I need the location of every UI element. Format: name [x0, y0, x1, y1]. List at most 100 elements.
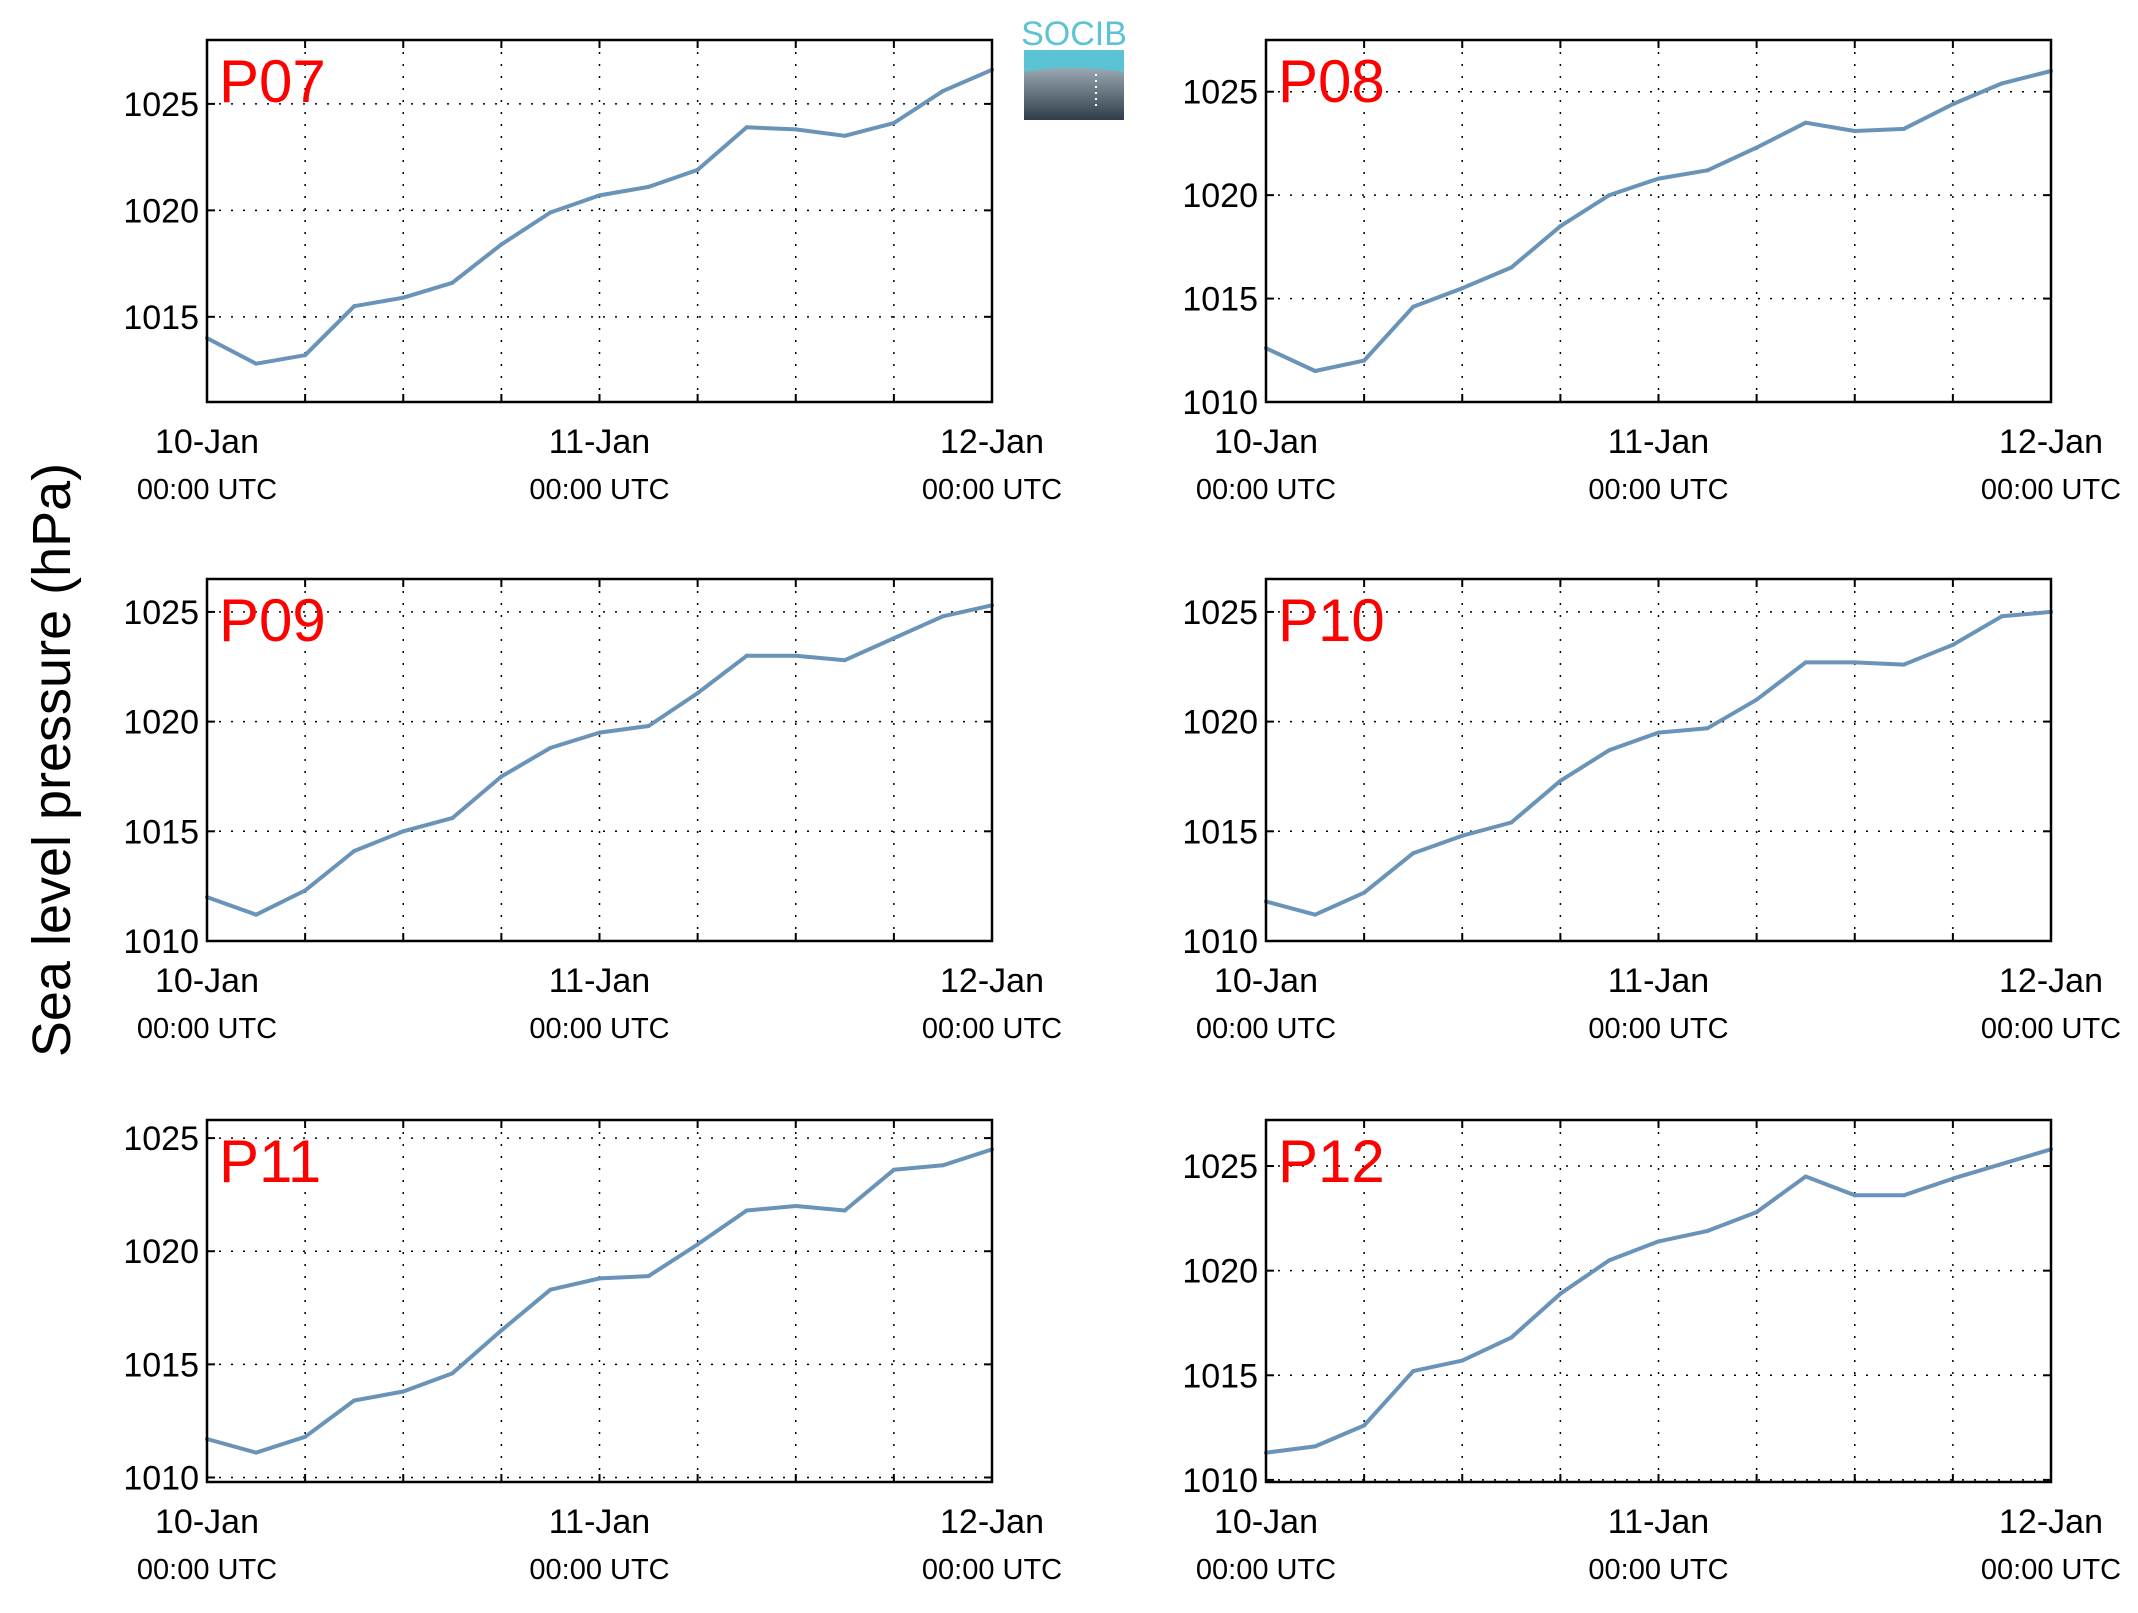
data-point [1950, 1176, 1955, 1181]
x-tick-label-time: 00:00 UTC [922, 1554, 1062, 1586]
panel-p11: 1010 1015 1020 1025 P11 10-Jan 00:00 UTC 11-Jan… [123, 1118, 1062, 1586]
data-point [401, 829, 406, 834]
x-tick-label-time: 00:00 UTC [1588, 1554, 1728, 1586]
data-point [1656, 730, 1661, 735]
data-point [597, 1276, 602, 1281]
panel-label: P09 [219, 587, 326, 654]
data-point [254, 1450, 259, 1455]
y-tick-label: 1025 [1182, 1148, 1258, 1186]
data-point [842, 1208, 847, 1213]
data-point [1411, 1369, 1416, 1374]
data-point [842, 133, 847, 138]
y-tick-label: 1020 [123, 192, 199, 230]
x-tick-label-day: 12-Jan [940, 423, 1044, 461]
panel-p10: 1010 1015 1020 1025 P10 10-Jan 00:00 UTC 11-Jan… [1182, 577, 2121, 1045]
panel-label: P10 [1278, 587, 1385, 654]
x-tick-label-day: 11-Jan [549, 962, 650, 1000]
y-tick-label: 1015 [1182, 813, 1258, 851]
data-point [1411, 304, 1416, 309]
y-tick-label: 1020 [123, 1233, 199, 1271]
plot-frame [205, 38, 994, 404]
x-tick-label-time: 00:00 UTC [1196, 1013, 1336, 1045]
x-tick-label-day: 12-Jan [940, 1503, 1044, 1541]
y-tick-label: 1015 [123, 813, 199, 851]
data-point [1950, 102, 1955, 107]
data-point [1509, 820, 1514, 825]
x-tick-label-day: 12-Jan [940, 962, 1044, 1000]
data-point [793, 127, 798, 132]
data-point [1705, 726, 1710, 731]
x-tick-label-day: 12-Jan [1999, 423, 2103, 461]
y-tick-label: 1010 [123, 1459, 199, 1497]
logo-wave [1024, 68, 1124, 120]
x-tick-label-day: 10-Jan [155, 423, 259, 461]
y-tick-label: 1025 [1182, 594, 1258, 632]
data-point [744, 653, 749, 658]
data-point [1656, 176, 1661, 181]
y-tick-label: 1025 [123, 594, 199, 632]
data-point [1999, 1161, 2004, 1166]
data-point [499, 242, 504, 247]
socib-logo: SOCIB [1021, 15, 1127, 120]
panel-label: P12 [1278, 1128, 1385, 1195]
y-tick-label: 1010 [1182, 384, 1258, 422]
data-point [1362, 358, 1367, 363]
x-tick-label-time: 00:00 UTC [1981, 1013, 2121, 1045]
data-point [940, 1163, 945, 1168]
y-tick-label: 1015 [123, 1346, 199, 1384]
y-tick-label: 1025 [123, 1120, 199, 1158]
x-tick-label-day: 11-Jan [549, 1503, 650, 1541]
data-point [499, 1328, 504, 1333]
y-tick-label: 1015 [1182, 1357, 1258, 1395]
data-point [1705, 1228, 1710, 1233]
panels: 1015 1020 1025 P07 10-Jan 00:00 UTC 11-Jan 00:0… [123, 38, 2121, 1586]
data-point [1460, 833, 1465, 838]
plot-frame [205, 1118, 994, 1484]
data-point [1852, 129, 1857, 134]
data-point [1901, 126, 1906, 131]
x-tick-label-day: 10-Jan [1214, 962, 1318, 1000]
data-point [1901, 1193, 1906, 1198]
data-point [1460, 1358, 1465, 1363]
panel-p08: 1010 1015 1020 1025 P08 10-Jan 00:00 UTC 11-Jan… [1182, 38, 2121, 506]
y-tick-label: 1010 [1182, 923, 1258, 961]
x-tick-label-time: 00:00 UTC [529, 1554, 669, 1586]
y-tick-label: 1025 [123, 86, 199, 124]
x-tick-label-day: 11-Jan [549, 423, 650, 461]
x-tick-label-time: 00:00 UTC [1981, 474, 2121, 506]
data-point [891, 121, 896, 126]
data-point [254, 912, 259, 917]
panel-p12: 1010 1015 1020 1025 P12 10-Jan 00:00 UTC 11-Jan… [1182, 1118, 2121, 1586]
panel-label: P08 [1278, 48, 1385, 115]
data-point [1509, 1335, 1514, 1340]
plot-frame [205, 577, 994, 943]
x-tick-label-day: 10-Jan [155, 1503, 259, 1541]
plot-frame [1264, 38, 2053, 404]
data-point [1313, 368, 1318, 373]
data-point [1558, 778, 1563, 783]
panel-label: P07 [219, 48, 326, 115]
data-point [1950, 642, 1955, 647]
data-point [303, 888, 308, 893]
data-point [891, 636, 896, 641]
y-tick-label: 1025 [1182, 74, 1258, 112]
data-point [303, 1434, 308, 1439]
x-tick-label-day: 12-Jan [1999, 962, 2103, 1000]
data-point [793, 1203, 798, 1208]
data-point [450, 280, 455, 285]
y-tick-label: 1020 [1182, 1253, 1258, 1291]
data-point [401, 1389, 406, 1394]
x-tick-label-time: 00:00 UTC [137, 474, 277, 506]
data-point [548, 210, 553, 215]
data-point [695, 691, 700, 696]
x-tick-label-day: 12-Jan [1999, 1503, 2103, 1541]
data-point [1852, 660, 1857, 665]
data-point [548, 745, 553, 750]
data-point [597, 193, 602, 198]
x-tick-label-day: 10-Jan [1214, 1503, 1318, 1541]
y-tick-label: 1020 [123, 704, 199, 742]
data-point [1999, 614, 2004, 619]
x-tick-label-day: 10-Jan [1214, 423, 1318, 461]
